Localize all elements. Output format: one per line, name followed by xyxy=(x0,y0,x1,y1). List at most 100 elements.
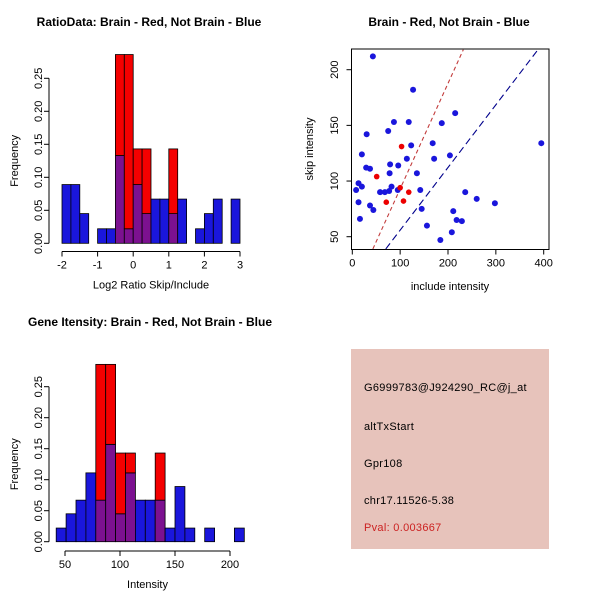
histogram-bar xyxy=(203,213,214,244)
scatter-point-blue xyxy=(452,110,459,117)
scatter-point-blue xyxy=(377,189,384,196)
scatter-point-blue xyxy=(390,119,397,126)
histogram-bar xyxy=(85,472,97,543)
y-tick-label: 0.10 xyxy=(33,167,45,188)
scatter-point-blue xyxy=(370,206,377,213)
y-tick-label: 0.00 xyxy=(33,233,45,254)
scatter-point-blue xyxy=(423,222,430,229)
scatter-point-red xyxy=(397,184,403,191)
y-tick-label: 0.25 xyxy=(33,376,45,397)
gene-symbol-text: Gpr108 xyxy=(364,458,403,470)
x-tick-label: 1 xyxy=(166,260,172,272)
histogram-bars xyxy=(55,363,245,543)
x-tick-label: -1 xyxy=(93,260,103,272)
y-tick-label: 0.20 xyxy=(33,101,45,122)
scatter-point-blue xyxy=(431,155,438,162)
histogram-bar xyxy=(70,184,81,244)
notbrain-points xyxy=(353,53,545,244)
histogram-bar xyxy=(95,363,107,501)
y-tick-label: 50 xyxy=(329,231,341,243)
scatter-point-blue xyxy=(450,208,457,215)
histogram-bar xyxy=(177,198,187,244)
histogram-bar xyxy=(144,499,156,543)
x-tick-label: 3 xyxy=(237,260,243,272)
y-tick-label: 0.15 xyxy=(33,134,45,155)
scatter-point-blue xyxy=(491,200,498,207)
x-tick-label: 50 xyxy=(59,559,71,571)
scatter-point-blue xyxy=(438,120,445,127)
histogram-bar xyxy=(184,527,196,543)
chart-title: Brain - Red, Not Brain - Blue xyxy=(368,15,530,29)
x-axis-label: Log2 Ratio Skip/Include xyxy=(93,280,209,292)
histogram-bar xyxy=(97,228,107,244)
scatter-point-blue xyxy=(417,186,424,193)
histogram-bar xyxy=(105,443,116,543)
y-axis-label: Frequency xyxy=(9,134,21,186)
histogram-bar xyxy=(115,452,126,515)
y-tick-label: 0.15 xyxy=(33,438,45,459)
scatter-point-blue xyxy=(473,195,480,202)
histogram-bar xyxy=(132,184,143,244)
x-tick-label: 2 xyxy=(201,260,207,272)
histogram-bar xyxy=(154,452,166,501)
scatter-point-blue xyxy=(413,170,420,177)
y-tick-label: 0.25 xyxy=(33,68,45,89)
scatter-point-blue xyxy=(353,186,360,193)
x-tick-label: 150 xyxy=(166,559,184,571)
y-tick-label: 200 xyxy=(329,61,341,79)
scatter-point-blue xyxy=(367,165,374,172)
intensity-scatter-panel: Brain - Red, Not Brain - Blue 0 100 200 300 4… xyxy=(304,15,553,293)
scatter-point-red xyxy=(373,173,380,180)
x-tick-label: 0 xyxy=(349,258,355,270)
histogram-bar xyxy=(168,148,179,214)
scatter-point-blue xyxy=(462,189,469,196)
x-tick-label: 100 xyxy=(391,258,409,270)
scatter-point-blue xyxy=(386,188,393,195)
y-axis-label: Frequency xyxy=(9,438,21,490)
y-axis-label: skip intensity xyxy=(304,117,316,180)
histogram-bar xyxy=(141,213,152,244)
histogram-bar xyxy=(61,184,72,244)
x-axis-label: include intensity xyxy=(411,281,490,293)
scatter-point-blue xyxy=(405,119,412,126)
scatter-point-blue xyxy=(453,217,460,224)
scatter-point-blue xyxy=(418,205,425,212)
scatter-point-blue xyxy=(355,199,362,206)
notbrain-regression-line xyxy=(385,49,539,250)
chart-title: RatioData: Brain - Red, Not Brain - Blue xyxy=(37,15,262,29)
scatter-point-blue xyxy=(538,140,545,147)
brain-points xyxy=(373,143,412,205)
pval-text: Pval: 0.003667 xyxy=(364,522,442,534)
scatter-point-red xyxy=(383,199,390,205)
y-tick-label: 0.20 xyxy=(33,407,45,428)
x-tick-label: -2 xyxy=(57,260,67,272)
histogram-bar xyxy=(65,513,77,543)
y-tick-label: 150 xyxy=(329,116,341,134)
y-tick-label: 0.10 xyxy=(33,469,45,490)
x-tick-label: 100 xyxy=(111,559,129,571)
histogram-bar xyxy=(115,54,125,156)
histogram-bar xyxy=(212,198,223,244)
histogram-bar xyxy=(141,148,152,214)
y-tick-label: 100 xyxy=(329,172,341,190)
scatter-point-red xyxy=(398,143,405,150)
histogram-bar xyxy=(174,486,186,543)
histogram-bar xyxy=(150,198,161,244)
histogram-bar xyxy=(159,198,170,244)
histogram-bar xyxy=(105,363,116,445)
scatter-point-blue xyxy=(358,183,365,190)
y-tick-label: 0.00 xyxy=(33,531,45,552)
scatter-point-blue xyxy=(363,131,370,138)
scatter-point-blue xyxy=(403,155,410,162)
scatter-point-blue xyxy=(429,140,436,147)
scatter-point-blue xyxy=(358,151,365,158)
scatter-point-blue xyxy=(388,183,395,190)
scatter-point-blue xyxy=(395,162,402,169)
x-tick-label: 0 xyxy=(130,260,136,272)
scatter-point-blue xyxy=(386,170,393,177)
chart-title: Gene Itensity: Brain - Red, Not Brain - … xyxy=(28,315,272,329)
histogram-bar xyxy=(123,54,134,230)
histogram-bars xyxy=(61,54,241,244)
histogram-bar xyxy=(125,472,136,543)
x-tick-label: 200 xyxy=(439,258,457,270)
